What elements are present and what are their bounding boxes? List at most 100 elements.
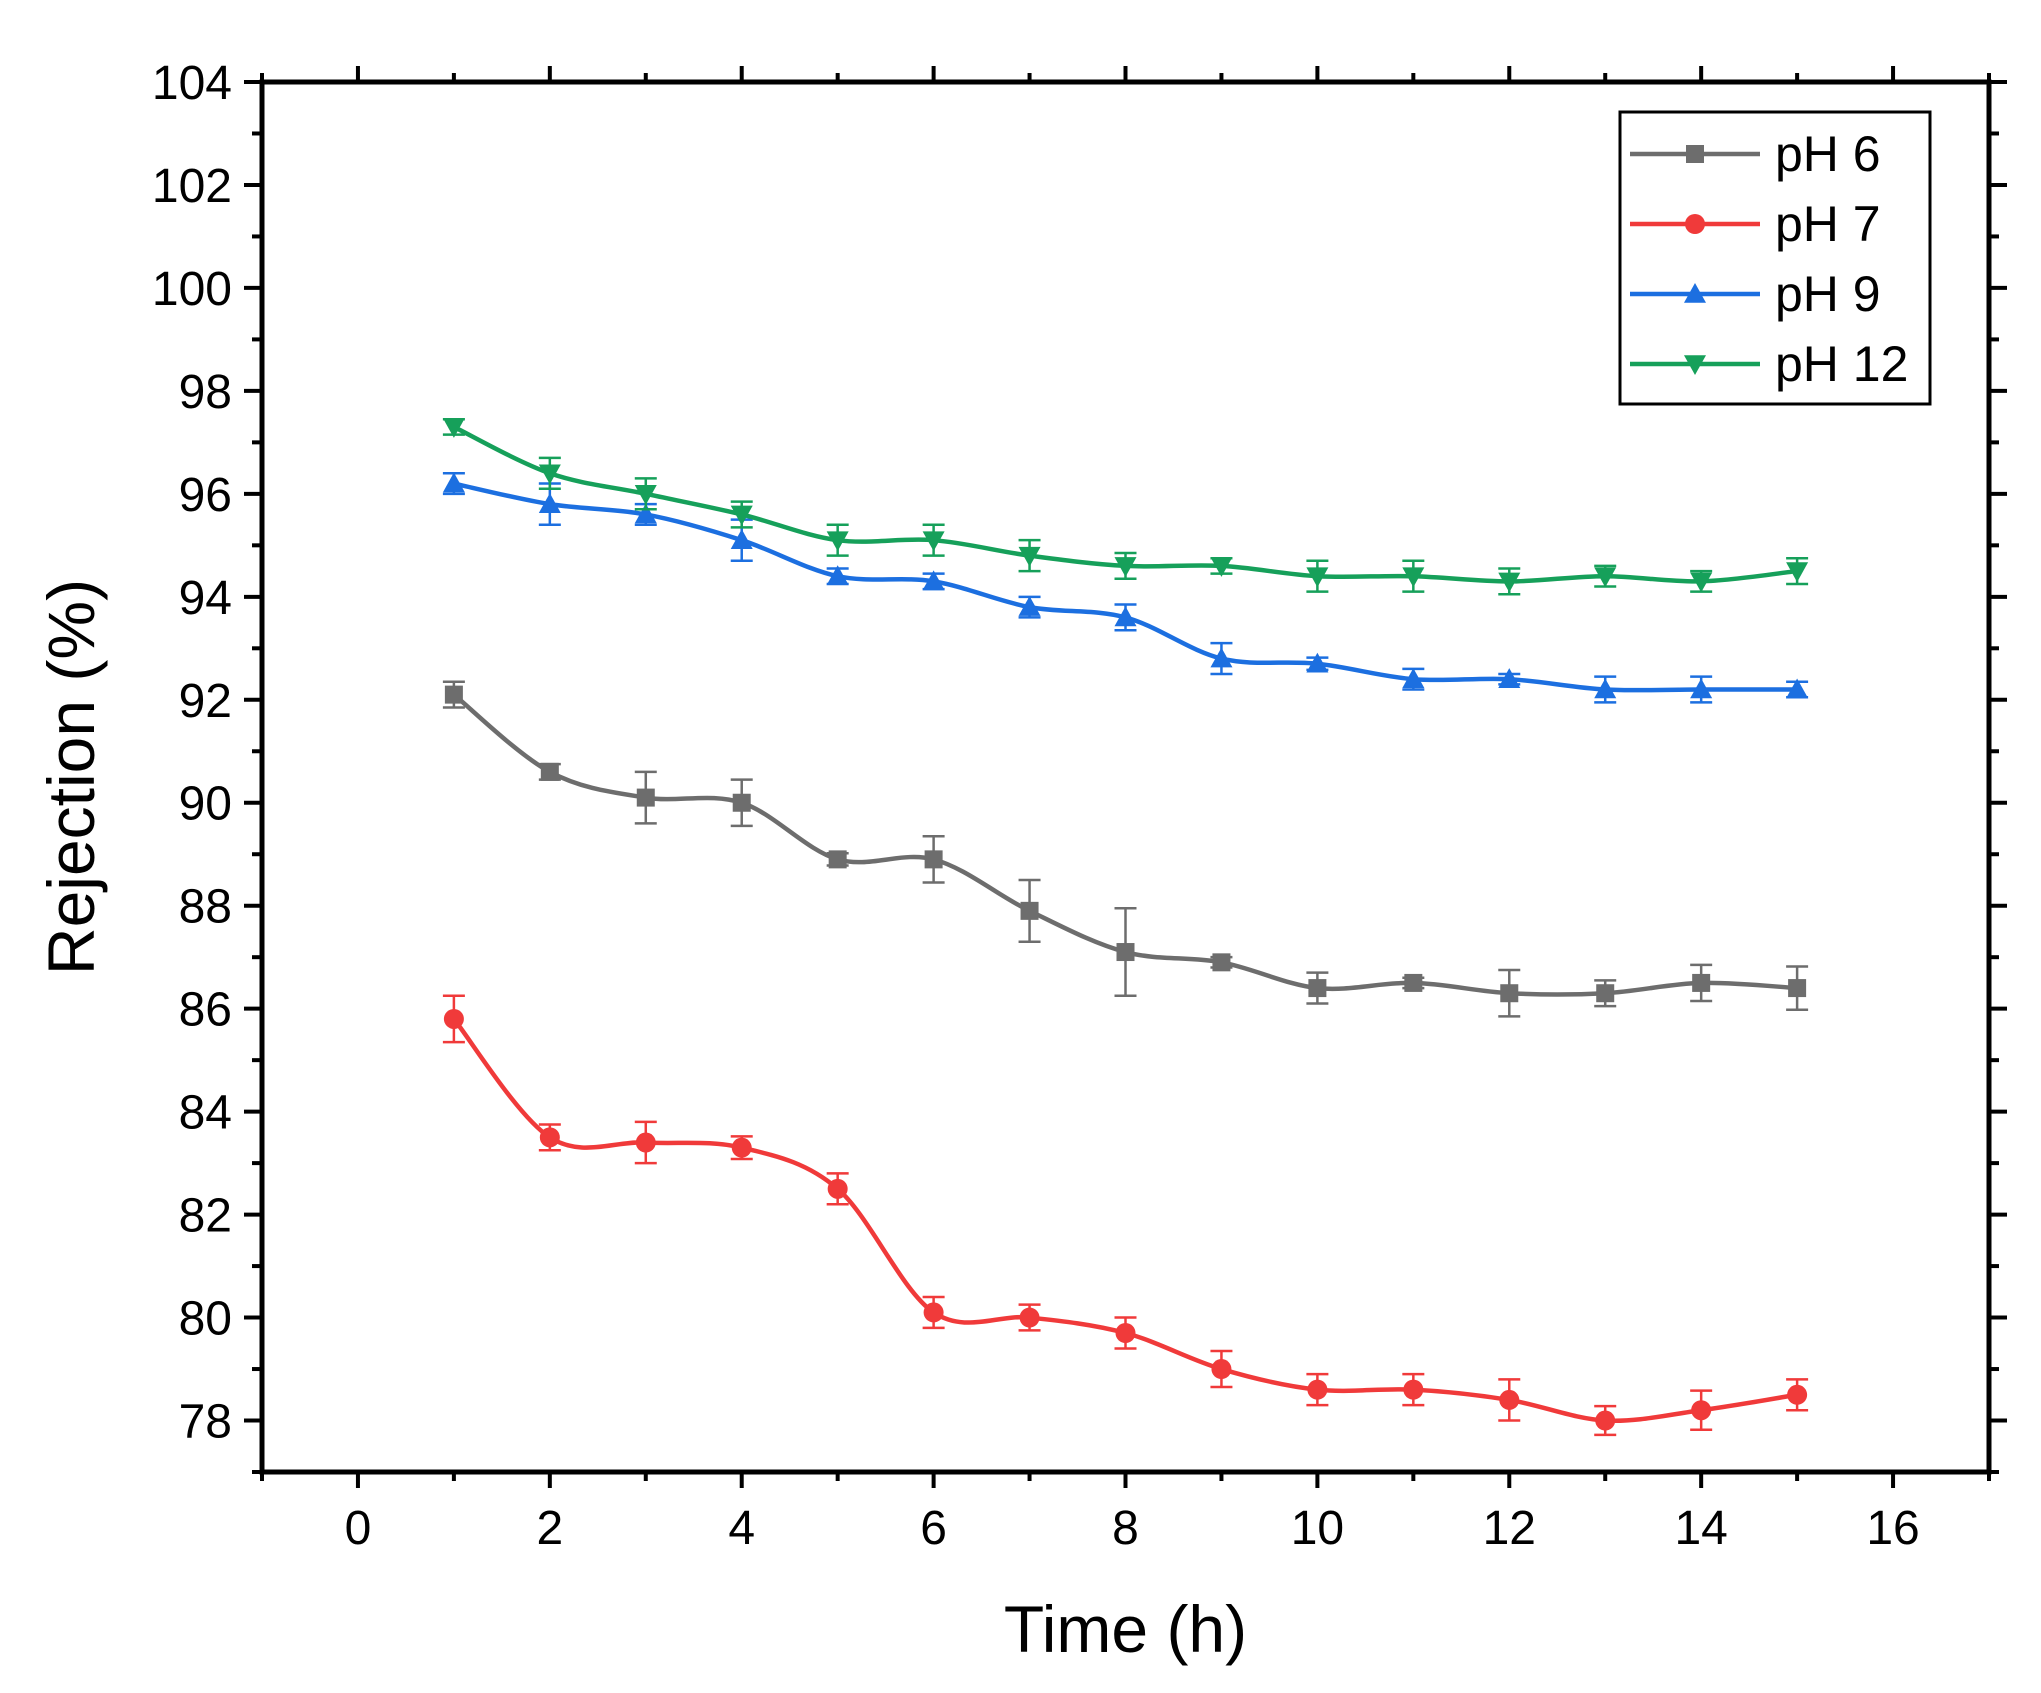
data-point: [540, 762, 559, 781]
data-point: [1210, 647, 1233, 668]
data-point: [634, 503, 657, 524]
data-point: [1404, 973, 1423, 992]
data-point: [924, 850, 943, 869]
y-tick-label: 78: [179, 1396, 232, 1449]
data-point: [636, 788, 655, 807]
data-point: [634, 485, 657, 505]
series-ph-6: [442, 680, 1809, 1018]
data-point: [826, 565, 849, 586]
y-tick-label: 102: [152, 160, 232, 213]
data-point: [1595, 1410, 1616, 1431]
y-tick-label: 94: [179, 572, 232, 625]
legend-marker: [1684, 355, 1706, 375]
data-point: [1116, 943, 1135, 962]
series-ph-9: [442, 472, 1809, 704]
x-tick-label: 16: [1866, 1502, 1919, 1555]
series-ph-7: [442, 994, 1809, 1437]
data-point: [922, 531, 945, 552]
data-point: [828, 850, 847, 869]
data-point: [1403, 1379, 1424, 1400]
data-point: [1787, 1384, 1808, 1405]
data-point: [730, 529, 753, 549]
data-point: [1500, 984, 1519, 1003]
data-point: [1115, 1323, 1136, 1343]
data-point: [1018, 546, 1041, 567]
legend-marker: [1686, 145, 1704, 163]
labels-layer: 0 2 4 6 8 10 12 14 16 78 80 82 84 86 88 90 92 94 96 98 100 10…: [152, 57, 1920, 1555]
data-point: [442, 472, 465, 493]
data-point: [826, 531, 849, 552]
legend-marker: [1684, 283, 1706, 303]
x-tick-label: 0: [345, 1502, 372, 1555]
series-ph-12: [442, 417, 1809, 596]
data-point: [442, 418, 465, 438]
data-point: [1306, 567, 1329, 588]
x-tick-label: 6: [920, 1502, 947, 1555]
data-point: [1018, 596, 1041, 616]
data-point: [538, 464, 561, 485]
x-tick-label: 14: [1674, 1502, 1727, 1555]
data-point: [1499, 1389, 1520, 1410]
data-point: [1690, 572, 1713, 593]
data-point: [1402, 567, 1425, 588]
x-tick-label: 10: [1291, 1502, 1344, 1555]
data-point: [444, 685, 463, 704]
data-point: [1788, 979, 1807, 998]
data-point: [923, 1302, 944, 1323]
data-point: [1114, 606, 1137, 627]
data-point: [1402, 668, 1425, 688]
data-point: [1498, 668, 1521, 688]
data-point: [443, 1008, 464, 1029]
plot-frame: [259, 79, 1992, 1475]
data-point: [1498, 572, 1521, 593]
data-point: [730, 505, 753, 526]
data-point: [1308, 979, 1327, 998]
data-point: [1211, 1359, 1232, 1380]
x-axis-title: Time (h): [1004, 1592, 1247, 1666]
y-tick-label: 90: [179, 778, 232, 831]
data-point: [922, 570, 945, 591]
data-point: [1594, 567, 1617, 588]
data-point: [1786, 562, 1809, 583]
data-point: [1691, 1400, 1712, 1421]
series-line: [452, 692, 1798, 997]
y-axis-title: Rejection (%): [34, 579, 108, 975]
data-point: [1020, 901, 1039, 920]
y-tick-label: 82: [179, 1190, 232, 1243]
x-tick-label: 12: [1483, 1502, 1536, 1555]
legend-label: pH 6: [1775, 126, 1881, 182]
legend-marker: [1685, 214, 1705, 234]
legend-label: pH 12: [1775, 336, 1908, 392]
y-tick-label: 80: [179, 1293, 232, 1346]
y-tick-label: 100: [152, 263, 232, 316]
data-point: [731, 1137, 752, 1158]
data-point: [1019, 1307, 1040, 1328]
legend-box: [1618, 110, 1932, 406]
data-point: [1692, 973, 1711, 992]
ticks-layer: [244, 66, 2007, 1488]
data-point: [635, 1132, 656, 1153]
data-point: [538, 493, 561, 513]
series-layer: [442, 417, 1809, 1437]
y-tick-label: 104: [152, 57, 232, 110]
y-tick-label: 88: [179, 881, 232, 934]
data-point: [1307, 1379, 1328, 1400]
legend-label: pH 9: [1775, 266, 1881, 322]
x-tick-label: 4: [728, 1502, 755, 1555]
y-tick-label: 96: [179, 469, 232, 522]
x-tick-label: 2: [536, 1502, 563, 1555]
legend: pH 6 pH 7 pH 9 pH 12: [1618, 110, 1932, 406]
x-tick-label: 8: [1112, 1502, 1139, 1555]
data-point: [1306, 652, 1329, 673]
data-point: [732, 793, 751, 812]
data-point: [539, 1127, 560, 1148]
y-tick-label: 92: [179, 675, 232, 728]
data-point: [1212, 953, 1231, 972]
data-point: [1594, 678, 1617, 699]
data-point: [827, 1178, 848, 1199]
y-tick-label: 86: [179, 984, 232, 1037]
data-point: [1114, 557, 1137, 577]
y-tick-label: 98: [179, 366, 232, 419]
data-point: [1690, 678, 1713, 699]
